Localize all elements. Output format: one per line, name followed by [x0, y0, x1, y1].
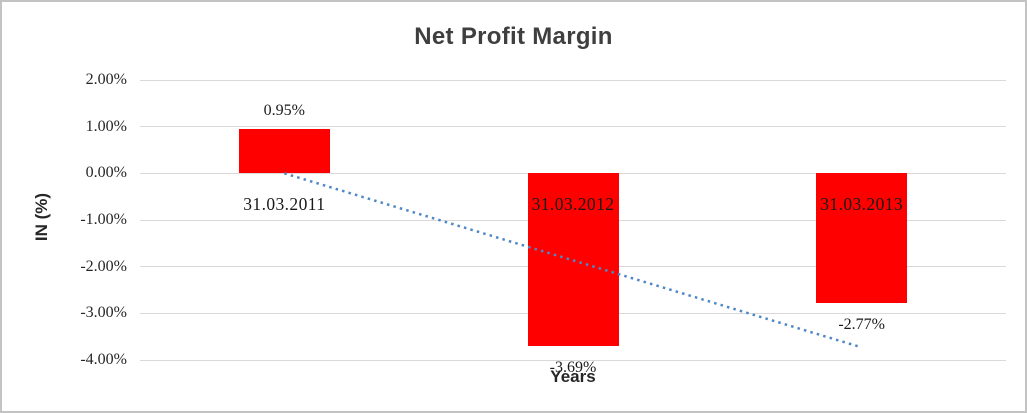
y-tick-label: 2.00%: [85, 71, 127, 88]
y-tick-label: 0.00%: [85, 164, 127, 182]
bar: [816, 173, 908, 303]
gridline: [140, 359, 1006, 361]
gridline: [140, 79, 1006, 81]
value-label: -3.69%: [549, 359, 597, 377]
y-tick-label: 1.00%: [85, 117, 127, 135]
y-tick-label: -2.00%: [80, 257, 127, 275]
y-tick-label: -1.00%: [80, 211, 127, 228]
y-axis-title: IN (%): [32, 192, 51, 242]
value-label: -2.77%: [838, 316, 885, 334]
chart-title: Net Profit Margin: [414, 23, 613, 50]
category-label: 31.03.2012: [531, 194, 615, 215]
y-tick-label: -4.00%: [80, 351, 127, 368]
gridline: [140, 126, 1006, 128]
bar: [238, 129, 330, 174]
value-label: 0.95%: [263, 102, 305, 119]
y-tick-label: -3.00%: [80, 304, 127, 322]
x-axis-title: Years: [550, 367, 596, 386]
category-label: 31.03.2011: [243, 194, 326, 215]
category-label: 31.03.2013: [820, 194, 904, 215]
